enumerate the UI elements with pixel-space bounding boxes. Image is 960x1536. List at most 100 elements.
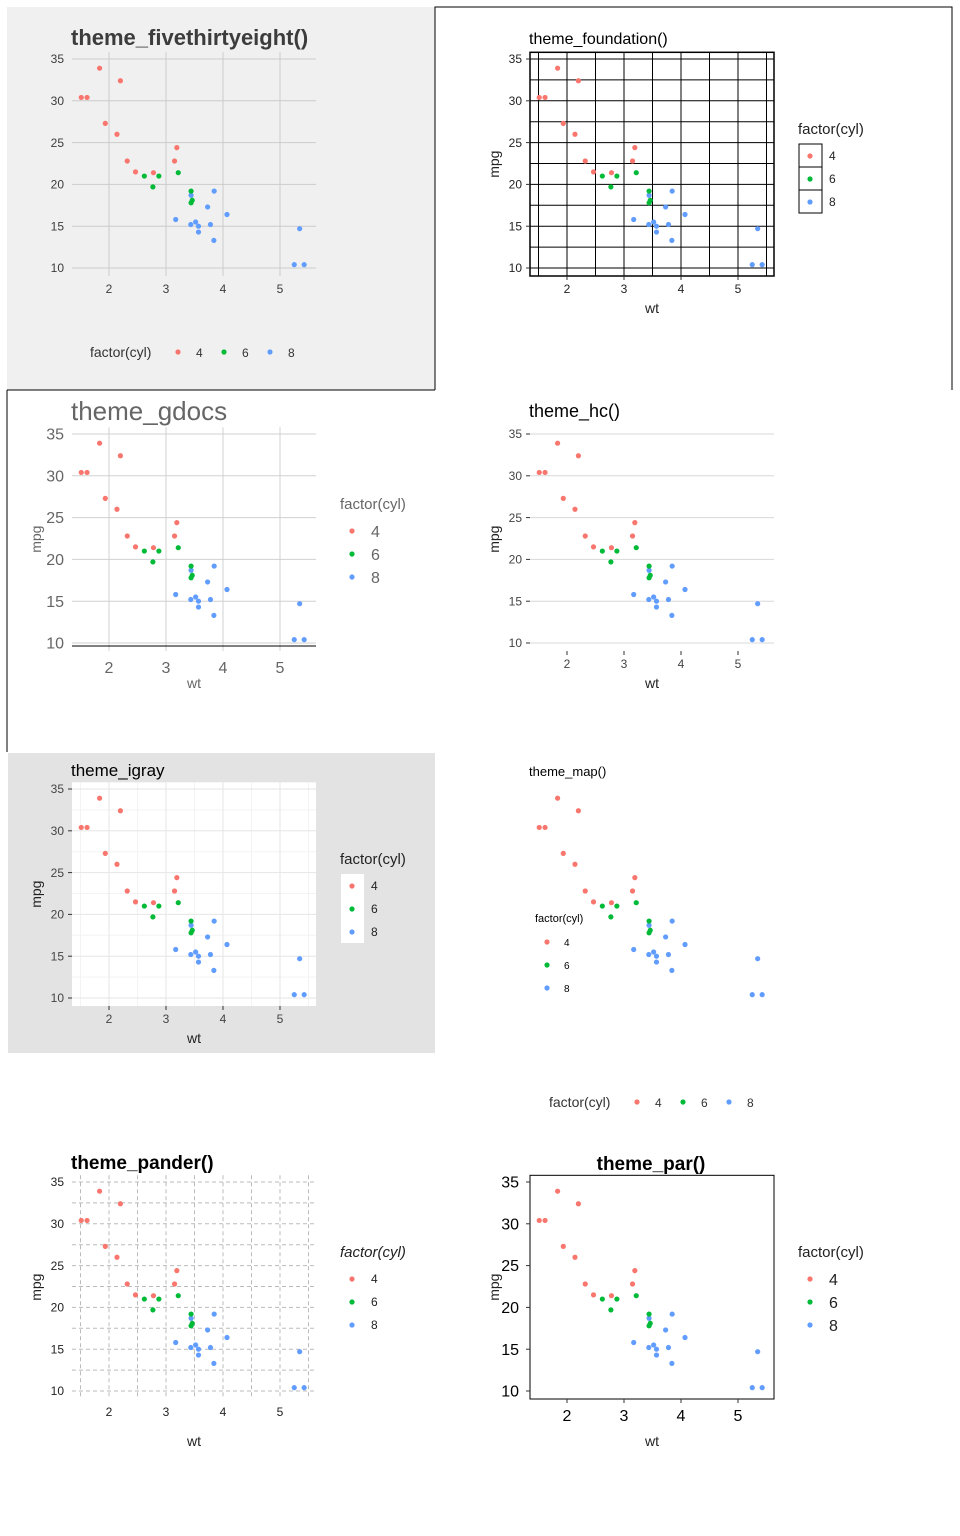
chart-title: theme_pander() <box>71 1153 214 1174</box>
legend-key-6 <box>349 1299 355 1305</box>
y-tick-label: 35 <box>51 1175 65 1189</box>
point-cyl-8 <box>195 1352 202 1358</box>
point-cyl-8 <box>211 1311 217 1317</box>
legend-title: factor(cyl) <box>535 913 583 925</box>
point-cyl-4 <box>560 120 566 126</box>
legend-key-4 <box>349 1276 355 1282</box>
chart-theme-fivethirtyeight: 10 15 20 25 30 35 2 3 4 5 theme_fivethirtyeight()f… <box>51 25 316 360</box>
point-cyl-4 <box>96 795 103 801</box>
chart-title: theme_fivethirtyeight() <box>71 25 308 50</box>
point-cyl-4 <box>572 1254 578 1260</box>
point-cyl-4 <box>124 888 130 894</box>
y-tick-label: 10 <box>509 261 523 275</box>
point-cyl-4 <box>102 1243 108 1249</box>
point-cyl-8 <box>291 637 297 643</box>
y-tick-label: 35 <box>51 782 65 796</box>
point-cyl-4 <box>78 824 84 831</box>
point-cyl-8 <box>195 223 202 229</box>
point-cyl-4 <box>572 131 578 137</box>
point-cyl-8 <box>663 579 669 585</box>
legend-key-8 <box>807 1322 813 1328</box>
y-tick-label: 25 <box>509 136 523 150</box>
point-cyl-6 <box>633 1293 639 1299</box>
legend-key-6 <box>349 551 355 557</box>
point-cyl-4 <box>132 169 139 175</box>
point-cyl-8 <box>759 262 765 268</box>
x-tick-label: 4 <box>678 282 685 296</box>
y-tick-label: 30 <box>51 1217 65 1231</box>
point-cyl-4 <box>582 533 588 539</box>
point-cyl-8 <box>193 594 199 600</box>
point-cyl-4 <box>608 900 615 906</box>
point-cyl-4 <box>542 1217 548 1224</box>
point-cyl-4 <box>582 158 588 164</box>
legend-key-8 <box>349 1322 355 1328</box>
point-cyl-6 <box>188 930 194 936</box>
point-cyl-6 <box>188 918 194 924</box>
point-cyl-4 <box>96 440 103 446</box>
point-cyl-6 <box>633 545 639 551</box>
point-cyl-8 <box>653 953 660 959</box>
point-cyl-4 <box>171 158 178 164</box>
point-cyl-4 <box>78 469 84 476</box>
legend-label: 8 <box>371 1318 378 1332</box>
point-cyl-4 <box>114 861 120 867</box>
y-axis-title: mpg <box>28 526 44 553</box>
point-cyl-4 <box>572 506 578 512</box>
point-cyl-8 <box>631 946 637 953</box>
point-cyl-8 <box>653 1352 660 1358</box>
point-cyl-8 <box>207 596 214 603</box>
point-cyl-8 <box>193 949 199 955</box>
point-cyl-8 <box>651 219 657 225</box>
point-cyl-8 <box>297 956 303 962</box>
point-cyl-8 <box>195 229 202 235</box>
point-cyl-4 <box>96 65 103 71</box>
point-cyl-4 <box>632 520 638 526</box>
point-cyl-8 <box>224 211 230 218</box>
x-tick-label: 5 <box>735 282 742 296</box>
point-cyl-6 <box>608 184 614 190</box>
point-cyl-6 <box>614 173 620 179</box>
legend-title: factor(cyl) <box>549 1094 610 1110</box>
x-tick-label: 4 <box>220 282 227 296</box>
point-cyl-8 <box>211 563 217 569</box>
legend-label: 8 <box>829 195 836 209</box>
point-cyl-8 <box>759 637 765 643</box>
x-axis-title: wt <box>186 1433 201 1449</box>
point-cyl-4 <box>608 1293 615 1299</box>
chart-title: theme_gdocs <box>71 396 227 426</box>
legend-title: factor(cyl) <box>90 344 151 360</box>
point-cyl-8 <box>759 1385 765 1391</box>
point-cyl-8 <box>682 941 688 948</box>
point-cyl-8 <box>646 1344 652 1351</box>
point-cyl-8 <box>291 262 297 268</box>
point-cyl-8 <box>653 959 660 965</box>
point-cyl-8 <box>669 237 675 244</box>
point-cyl-8 <box>646 567 652 573</box>
legend-title: factor(cyl) <box>798 1244 864 1261</box>
point-cyl-8 <box>653 223 660 229</box>
legend-key-8 <box>807 199 813 205</box>
plot-border <box>529 1174 775 1400</box>
x-tick-label: 5 <box>735 657 742 671</box>
point-cyl-8 <box>646 596 652 603</box>
point-cyl-4 <box>629 888 636 894</box>
legend-key-8 <box>349 574 355 580</box>
point-cyl-8 <box>297 601 303 607</box>
legend-key-4 <box>175 349 181 355</box>
point-cyl-6 <box>599 903 605 909</box>
point-cyl-4 <box>132 1292 139 1298</box>
point-cyl-8 <box>755 601 761 607</box>
point-cyl-4 <box>117 78 123 84</box>
point-cyl-4 <box>124 533 130 539</box>
point-cyl-4 <box>174 875 180 881</box>
point-cyl-8 <box>188 596 194 603</box>
point-cyl-4 <box>582 1281 588 1287</box>
point-cyl-8 <box>669 563 675 569</box>
point-cyl-6 <box>646 1323 652 1329</box>
point-cyl-6 <box>646 1311 652 1317</box>
y-tick-label: 15 <box>46 594 64 611</box>
point-cyl-4 <box>632 145 638 151</box>
point-cyl-6 <box>188 200 194 206</box>
